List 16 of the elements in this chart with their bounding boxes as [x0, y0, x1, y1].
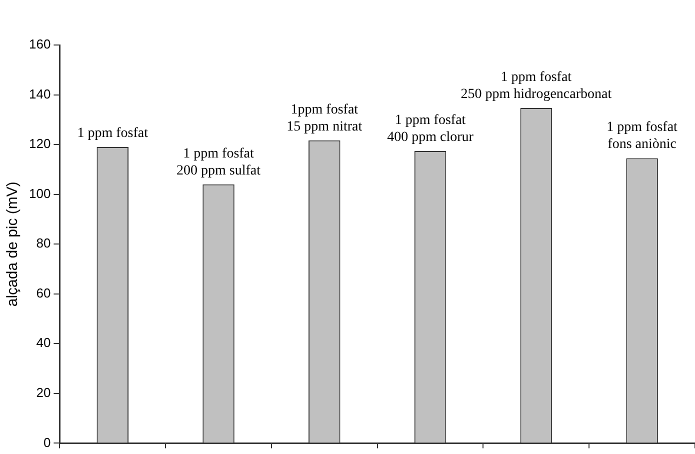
x-tick-label: 1 ppm fosfat 200 ppm sulfat — [176, 146, 261, 178]
y-tick-label: 40 — [36, 335, 51, 350]
x-tick-label: 1 ppm fosfat fons aniònic — [606, 120, 678, 152]
y-tick-label: 160 — [28, 36, 51, 52]
x-tick-label: 1 ppm fosfat 250 ppm hidrogencarbonat — [460, 70, 612, 102]
y-tick-label: 60 — [36, 285, 51, 300]
x-tick-label: 1 ppm fosfat 400 ppm clorur — [387, 113, 474, 146]
y-axis-title: alçada de pic (mV) — [4, 182, 22, 307]
y-tick-label: 20 — [36, 385, 51, 400]
x-tick-label: 1ppm fosfat 15 ppm nitrat — [286, 102, 362, 134]
y-tick-label: 100 — [28, 186, 51, 201]
y-tick-label: 0 — [43, 434, 51, 450]
y-tick-label: 80 — [36, 236, 51, 251]
x-tick-label: 1 ppm fosfat — [77, 126, 148, 142]
y-tick-label: 120 — [28, 136, 51, 152]
y-tick-label: 140 — [28, 86, 51, 102]
